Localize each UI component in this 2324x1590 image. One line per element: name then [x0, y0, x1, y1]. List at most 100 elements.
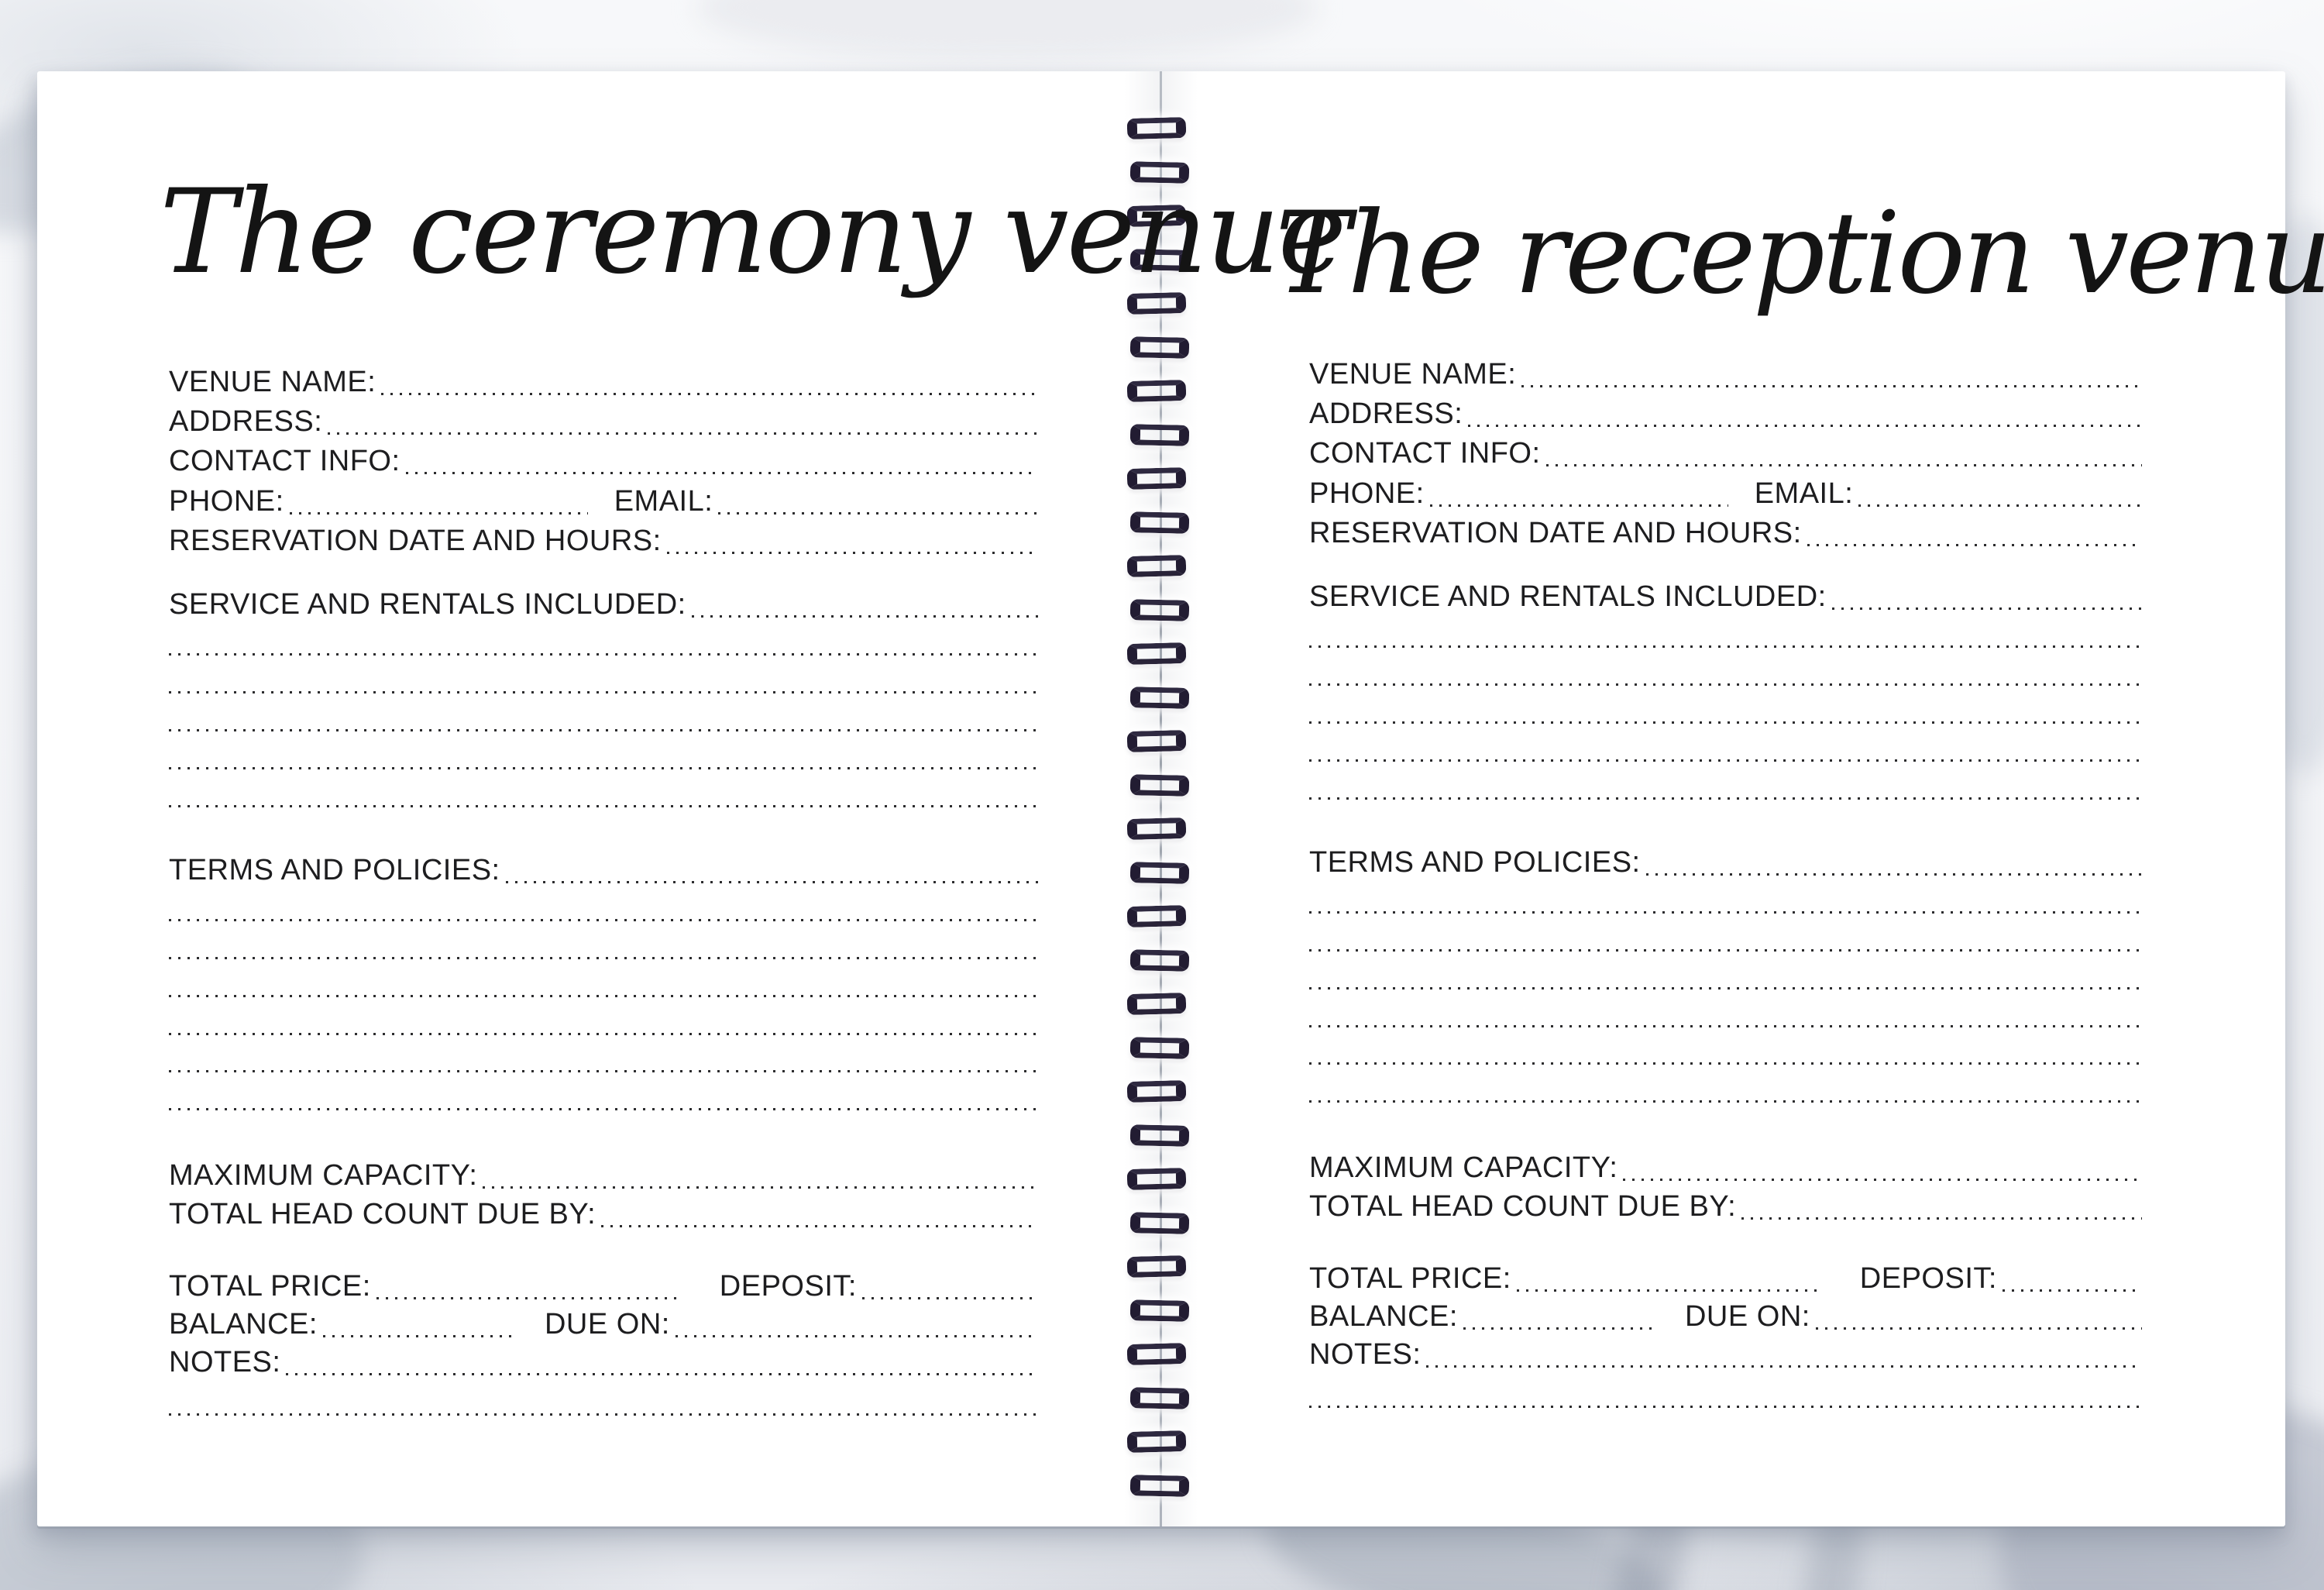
field-label: PHONE:	[1309, 477, 1425, 510]
field-label: EMAIL:	[1754, 477, 1854, 510]
writing-line	[169, 966, 1038, 1002]
field-row-notes: NOTES:	[1309, 1337, 2142, 1372]
dotted-leader	[675, 1306, 1038, 1342]
field-row-maximum-capacity: MAXIMUM CAPACITY:	[1309, 1150, 2142, 1186]
page-gutter-line	[1160, 71, 1162, 1526]
dotted-leader	[1463, 1299, 1655, 1334]
field-row-venue-name: VENUE NAME:	[169, 364, 1038, 400]
writing-line	[1309, 1072, 2142, 1107]
dotted-leader	[1831, 579, 2142, 614]
dotted-leader	[1309, 1072, 2142, 1107]
dotted-leader	[718, 484, 1038, 519]
field-label: DEPOSIT:	[719, 1270, 857, 1303]
field-label: SERVICE AND RENTALS INCLUDED:	[169, 588, 686, 621]
field-label: DEPOSIT:	[1859, 1262, 1997, 1295]
spiral-ring-icon	[1129, 1299, 1190, 1322]
dotted-leader	[861, 1268, 1038, 1304]
field-row-total-price-deposit: TOTAL PRICE: DEPOSIT:	[1309, 1261, 2142, 1296]
writing-line	[1309, 655, 2142, 690]
field-row-total-price-deposit: TOTAL PRICE: DEPOSIT:	[169, 1268, 1038, 1304]
spiral-ring-icon	[1126, 730, 1187, 752]
spiral-ring-icon	[1126, 905, 1187, 928]
dotted-leader	[169, 662, 1038, 698]
dotted-leader	[483, 1158, 1038, 1193]
dotted-leader	[505, 852, 1038, 888]
dotted-leader	[169, 1004, 1038, 1040]
field-row-address: ADDRESS:	[169, 404, 1038, 439]
writing-line	[169, 928, 1038, 964]
field-label: EMAIL:	[614, 485, 713, 518]
spiral-ring-icon	[1129, 861, 1190, 884]
field-label: RESERVATION DATE AND HOURS:	[169, 525, 662, 557]
dotted-leader	[381, 364, 1038, 400]
field-label: TERMS AND POLICIES:	[169, 854, 500, 886]
dotted-leader	[169, 700, 1038, 736]
field-label: CONTACT INFO:	[169, 445, 401, 477]
field-label: VENUE NAME:	[169, 366, 376, 398]
dotted-leader	[169, 1079, 1038, 1115]
spiral-ring-icon	[1126, 993, 1187, 1015]
dotted-leader	[1309, 958, 2142, 994]
writing-line	[1309, 617, 2142, 652]
dotted-leader	[691, 587, 1038, 622]
spiral-ring-icon	[1126, 1343, 1187, 1365]
field-label: TOTAL PRICE:	[169, 1270, 371, 1303]
dotted-leader	[1309, 617, 2142, 652]
dotted-leader	[1309, 693, 2142, 728]
field-label: NOTES:	[1309, 1338, 1422, 1371]
dotted-leader	[1429, 476, 1728, 511]
field-row-service-and-rentals-included: SERVICE AND RENTALS INCLUDED:	[1309, 579, 2142, 614]
field-row-service-and-rentals-included: SERVICE AND RENTALS INCLUDED:	[169, 587, 1038, 622]
field-label: RESERVATION DATE AND HOURS:	[1309, 517, 1802, 549]
dotted-leader	[1309, 921, 2142, 956]
writing-line	[169, 1079, 1038, 1115]
dotted-leader	[1309, 1034, 2142, 1069]
dotted-leader	[169, 776, 1038, 812]
spiral-ring-icon	[1129, 1474, 1190, 1497]
right-page-title: The reception venue	[1275, 188, 2324, 319]
dotted-leader	[322, 1306, 515, 1342]
writing-line	[169, 1385, 1038, 1420]
field-row-phone-email: PHONE: EMAIL:	[169, 484, 1038, 519]
field-row-reservation-date-and-hours: RESERVATION DATE AND HOURS:	[1309, 515, 2142, 551]
spiral-ring-icon	[1129, 686, 1190, 709]
spiral-ring-icon	[1126, 642, 1187, 665]
writing-line	[1309, 1377, 2142, 1413]
field-label: CONTACT INFO:	[1309, 437, 1541, 470]
dotted-leader	[1516, 1261, 1823, 1296]
field-label: DUE ON:	[1684, 1300, 1810, 1333]
field-row-phone-email: PHONE: EMAIL:	[1309, 476, 2142, 511]
dotted-leader	[376, 1268, 682, 1304]
writing-line	[1309, 883, 2142, 918]
field-row-contact-info: CONTACT INFO:	[169, 443, 1038, 479]
spiral-ring-icon	[1129, 423, 1190, 446]
writing-line	[1309, 1034, 2142, 1069]
writing-line	[169, 890, 1038, 926]
field-label: PHONE:	[169, 485, 284, 518]
dotted-leader	[1309, 655, 2142, 690]
spiral-ring-icon	[1126, 1168, 1187, 1190]
field-label: BALANCE:	[1309, 1300, 1458, 1333]
writing-line	[1309, 693, 2142, 728]
page-gutter-shadow-right	[1162, 71, 1198, 1526]
writing-line	[1309, 769, 2142, 804]
writing-line	[1309, 958, 2142, 994]
writing-line	[1309, 996, 2142, 1032]
dotted-leader	[1807, 515, 2142, 551]
spiral-ring-icon	[1126, 467, 1187, 490]
spiral-ring-icon	[1129, 948, 1190, 972]
dotted-leader	[1645, 845, 2142, 880]
field-label: BALANCE:	[169, 1308, 318, 1340]
spiral-ring-icon	[1129, 511, 1190, 534]
marble-vein	[697, 0, 1317, 62]
writing-line	[1309, 731, 2142, 766]
spiral-ring-icon	[1129, 598, 1190, 621]
dotted-leader	[1309, 1377, 2142, 1413]
writing-line	[169, 776, 1038, 812]
spiral-ring-icon	[1126, 555, 1187, 577]
field-label: TOTAL HEAD COUNT DUE BY:	[1309, 1190, 1737, 1223]
field-row-reservation-date-and-hours: RESERVATION DATE AND HOURS:	[169, 523, 1038, 559]
field-row-venue-name: VENUE NAME:	[1309, 356, 2142, 392]
spiral-ring-icon	[1129, 1124, 1190, 1147]
